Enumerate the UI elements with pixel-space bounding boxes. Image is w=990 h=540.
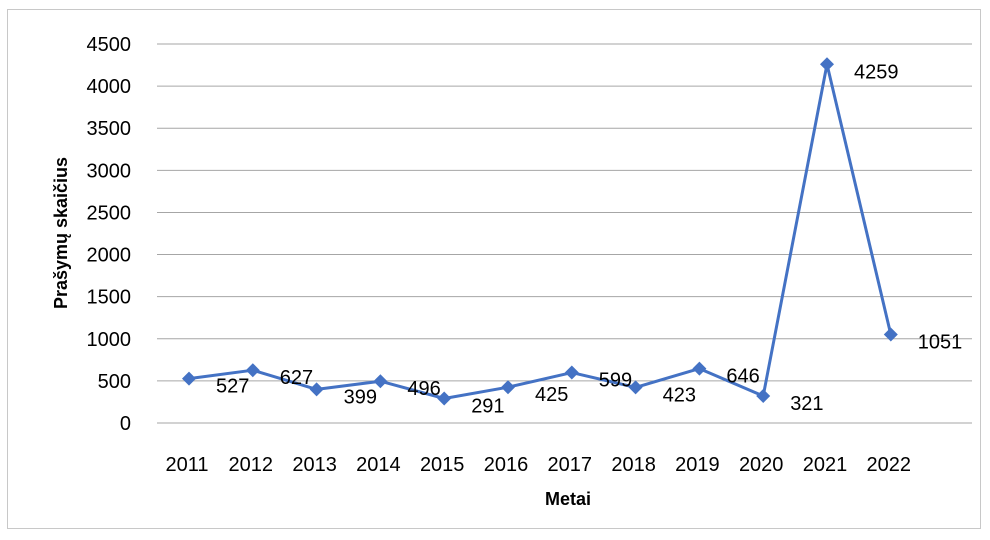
y-tick-label: 4000 xyxy=(87,76,132,98)
data-point xyxy=(692,361,707,376)
data-label: 399 xyxy=(344,386,377,408)
y-axis-ticks: 0 500 1000 1500 2000 2500 3000 3500 4000 4500 xyxy=(87,34,132,435)
data-point xyxy=(182,371,196,386)
data-label: 425 xyxy=(535,384,568,406)
x-tick-label: 2015 xyxy=(420,454,465,476)
data-label: 423 xyxy=(663,384,696,406)
y-tick-label: 1000 xyxy=(87,329,132,351)
x-tick-label: 2020 xyxy=(739,454,784,476)
y-tick-label: 3000 xyxy=(87,160,132,182)
y-tick-label: 0 xyxy=(120,413,131,435)
x-tick-label: 2016 xyxy=(484,454,529,476)
data-label: 646 xyxy=(726,366,759,388)
data-label: 496 xyxy=(407,378,440,400)
x-tick-label: 2022 xyxy=(867,454,912,476)
data-label: 4259 xyxy=(854,61,899,83)
data-label: 321 xyxy=(790,393,823,415)
data-point xyxy=(883,327,898,342)
x-axis-ticks: 2011 2012 2013 2014 2015 2016 2017 2018 2019 2020… xyxy=(165,454,911,476)
data-point xyxy=(501,380,515,395)
x-tick-label: 2012 xyxy=(229,454,274,476)
data-point xyxy=(628,380,643,395)
y-tick-label: 2500 xyxy=(87,202,132,224)
gridlines xyxy=(157,43,972,424)
data-label: 627 xyxy=(280,367,313,389)
y-tick-label: 500 xyxy=(98,371,131,393)
data-point xyxy=(756,388,771,403)
data-point xyxy=(437,391,452,406)
data-markers xyxy=(182,57,898,406)
data-label: 527 xyxy=(216,376,249,398)
x-tick-label: 2014 xyxy=(356,454,401,476)
y-tick-label: 3500 xyxy=(87,118,132,140)
y-tick-label: 1500 xyxy=(87,287,132,309)
data-point xyxy=(309,382,324,397)
x-tick-label: 2011 xyxy=(165,454,208,476)
y-tick-label: 4500 xyxy=(87,34,132,56)
data-point xyxy=(245,363,260,378)
data-label: 599 xyxy=(599,370,632,392)
series-line xyxy=(188,62,893,400)
data-point xyxy=(820,57,834,72)
x-tick-label: 2013 xyxy=(292,454,337,476)
data-point xyxy=(564,365,579,380)
y-axis-title: Prašymų skaičius xyxy=(51,157,71,309)
data-labels: 527 627 399 496 291 425 599 423 646 321 4259 1051 xyxy=(216,61,962,417)
y-tick-label: 2000 xyxy=(87,245,132,267)
x-tick-label: 2019 xyxy=(675,454,720,476)
x-tick-label: 2018 xyxy=(611,454,656,476)
data-label: 291 xyxy=(471,395,504,417)
x-tick-label: 2017 xyxy=(548,454,593,476)
data-label: 1051 xyxy=(918,331,963,353)
chart-frame xyxy=(7,9,981,529)
data-point xyxy=(373,374,388,389)
x-tick-label: 2021 xyxy=(803,454,848,476)
x-axis-title: Metai xyxy=(545,489,591,509)
